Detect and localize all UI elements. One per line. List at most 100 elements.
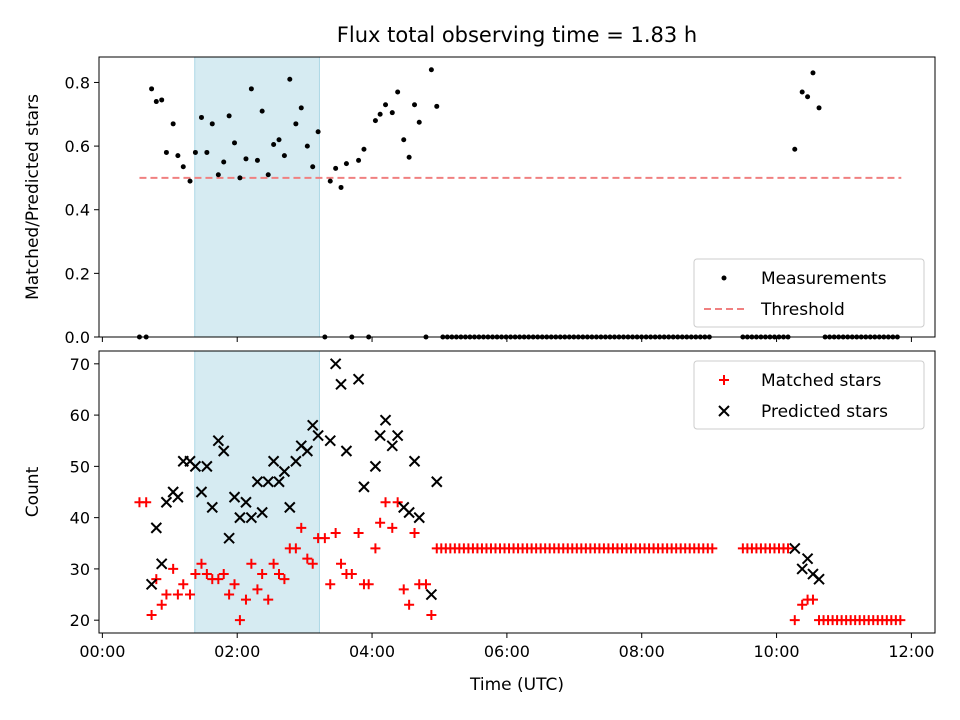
legend-label: Matched stars	[761, 371, 881, 391]
matched-stars-point	[201, 569, 212, 580]
legend: Measurements Threshold	[693, 258, 925, 328]
measurement-point	[187, 178, 193, 184]
measurement-point	[412, 102, 418, 108]
x-tick-label: 06:00	[484, 642, 530, 661]
matched-stars-point	[797, 599, 808, 610]
measurement-point	[298, 105, 304, 111]
matched-stars-point	[296, 522, 307, 533]
predicted-stars-point	[290, 455, 302, 467]
predicted-stars-point	[256, 506, 268, 519]
measurement-point	[310, 164, 316, 170]
measurement-point	[406, 154, 412, 160]
x-tick-label: 12:00	[888, 642, 934, 661]
predicted-stars-point	[245, 511, 258, 524]
measurement-point	[180, 164, 186, 170]
measurement-point	[816, 105, 822, 111]
matched-stars-point	[392, 497, 403, 508]
matched-stars-point	[336, 558, 347, 569]
measurement-point	[198, 114, 204, 120]
matched-stars-point	[783, 543, 794, 554]
matched-stars-point	[185, 589, 196, 600]
matched-stars-point	[302, 553, 313, 564]
measurement-point	[395, 89, 401, 95]
predicted-stars-point	[408, 455, 421, 467]
measurement-point	[175, 153, 181, 159]
predicted-stars-point	[335, 378, 347, 391]
predicted-stars-point	[374, 429, 386, 442]
measurement-point	[338, 184, 344, 190]
predicted-stars-point	[234, 511, 246, 524]
predicted-stars-point	[403, 506, 415, 519]
measurement-point	[356, 157, 362, 163]
predicted-stars-point	[206, 501, 218, 514]
y-tick-label: 20	[70, 611, 90, 630]
measurement-point	[792, 146, 798, 152]
predicted-stars-point	[155, 558, 168, 570]
measurement-point	[204, 149, 210, 155]
predicted-stars-point	[228, 491, 241, 503]
y-tick-label: 30	[70, 560, 90, 579]
matched-stars-point	[229, 579, 240, 590]
matched-stars-point	[895, 615, 906, 626]
measurement-point	[287, 76, 293, 82]
measurement-point	[248, 86, 254, 92]
legend-label: Predicted stars	[761, 402, 888, 422]
matched-stars-point	[234, 615, 245, 626]
y-tick-label: 0.2	[65, 264, 90, 283]
matched-stars-point	[330, 528, 341, 539]
measurement-point	[343, 161, 349, 167]
matched-stars-point	[325, 579, 336, 590]
x-tick-label: 10:00	[754, 642, 800, 661]
measurement-point	[428, 67, 434, 73]
measurement-point	[333, 165, 339, 171]
predicted-stars-point	[329, 358, 342, 370]
predicted-stars-point	[262, 476, 274, 488]
predicted-stars-point	[251, 476, 264, 488]
y-tick-label: 0.0	[65, 328, 90, 347]
y-tick-label: 0.4	[65, 201, 90, 220]
predicted-stars-point	[172, 491, 184, 503]
predicted-stars-point	[278, 465, 291, 478]
matched-stars-point	[141, 497, 152, 508]
measurement-point	[254, 157, 260, 163]
measurement-point	[221, 159, 227, 165]
matched-stars-point	[168, 563, 179, 574]
matched-stars-point	[307, 558, 318, 569]
y-tick-label: 50	[70, 457, 90, 476]
predicted-stars-point	[425, 588, 438, 601]
chart-title: Flux total observing time = 1.83 h	[337, 23, 697, 47]
predicted-stars-point	[379, 414, 392, 426]
matched-stars-point	[319, 533, 330, 544]
legend-box	[693, 258, 925, 328]
measurement-point	[265, 172, 271, 178]
predicted-stars-point	[189, 460, 202, 473]
measurement-point	[159, 97, 165, 103]
measurement-point	[153, 99, 159, 105]
matched-stars-point	[146, 610, 157, 621]
predicted-stars-point	[413, 511, 425, 524]
matched-stars-point	[190, 569, 201, 580]
matched-stars-point	[172, 589, 183, 600]
measurement-point	[401, 137, 407, 143]
matched-stars-point	[156, 599, 167, 610]
matched-stars-point	[370, 543, 381, 554]
measurement-point	[805, 94, 811, 100]
measurement-point	[416, 119, 422, 125]
measurement-point	[226, 113, 232, 119]
x-tick-label: 04:00	[349, 642, 395, 661]
predicted-stars-point	[340, 445, 353, 457]
predicted-stars-point	[301, 445, 314, 457]
matched-stars-point	[426, 610, 437, 621]
x-tick-label: 02:00	[214, 642, 260, 661]
measurement-point	[383, 102, 389, 108]
predicted-stars-point	[212, 435, 225, 447]
matched-stars-point	[387, 522, 398, 533]
predicted-stars-point	[267, 455, 280, 467]
measurement-point	[293, 121, 299, 127]
matched-stars-point	[375, 517, 386, 528]
x-axis-label: Time (UTC)	[469, 675, 564, 695]
measurement-point	[377, 111, 383, 117]
predicted-stars-point	[324, 435, 336, 447]
y-tick-label: 0.8	[65, 73, 90, 92]
matched-stars-point	[409, 528, 420, 539]
